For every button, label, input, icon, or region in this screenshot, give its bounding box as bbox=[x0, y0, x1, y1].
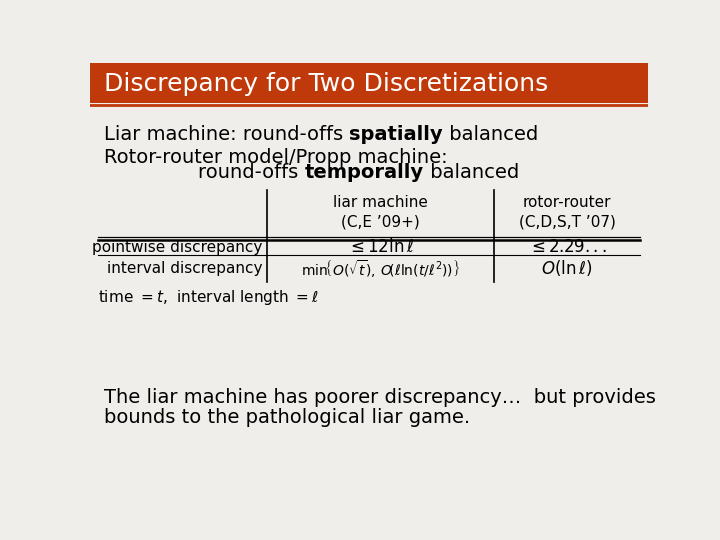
Text: balanced: balanced bbox=[443, 125, 539, 144]
Text: rotor-router
(C,D,S,T ’07): rotor-router (C,D,S,T ’07) bbox=[518, 195, 616, 230]
Text: Discrepancy for Two Discretizations: Discrepancy for Two Discretizations bbox=[104, 72, 548, 96]
Text: spatially: spatially bbox=[349, 125, 443, 144]
FancyBboxPatch shape bbox=[90, 63, 648, 103]
Text: pointwise discrepancy: pointwise discrepancy bbox=[91, 240, 262, 254]
Text: bounds to the pathological liar game.: bounds to the pathological liar game. bbox=[104, 408, 470, 427]
Text: interval discrepancy: interval discrepancy bbox=[107, 261, 262, 276]
Text: temporally: temporally bbox=[305, 163, 424, 182]
Text: $\min\!\left\{O(\sqrt{t}),\,O\!\left(\ell\ln(t/\ell^2)\right)\right\}$: $\min\!\left\{O(\sqrt{t}),\,O\!\left(\el… bbox=[300, 258, 460, 279]
Text: $\leq 12\ln\ell$: $\leq 12\ln\ell$ bbox=[346, 238, 414, 256]
Text: The liar machine has poorer discrepancy…  but provides: The liar machine has poorer discrepancy…… bbox=[104, 388, 656, 407]
Text: round-offs: round-offs bbox=[199, 163, 305, 182]
Text: liar machine
(C,E ’09+): liar machine (C,E ’09+) bbox=[333, 195, 428, 230]
Text: $O(\ln\ell)$: $O(\ln\ell)$ bbox=[541, 258, 593, 278]
Text: $\leq 2.29...$: $\leq 2.29...$ bbox=[528, 238, 606, 256]
Text: Liar machine: round-offs: Liar machine: round-offs bbox=[104, 125, 349, 144]
Text: Rotor-router model/Propp machine:: Rotor-router model/Propp machine: bbox=[104, 148, 448, 167]
Text: time $= t$,  interval length $= \ell$: time $= t$, interval length $= \ell$ bbox=[98, 288, 319, 307]
Text: balanced: balanced bbox=[424, 163, 519, 182]
